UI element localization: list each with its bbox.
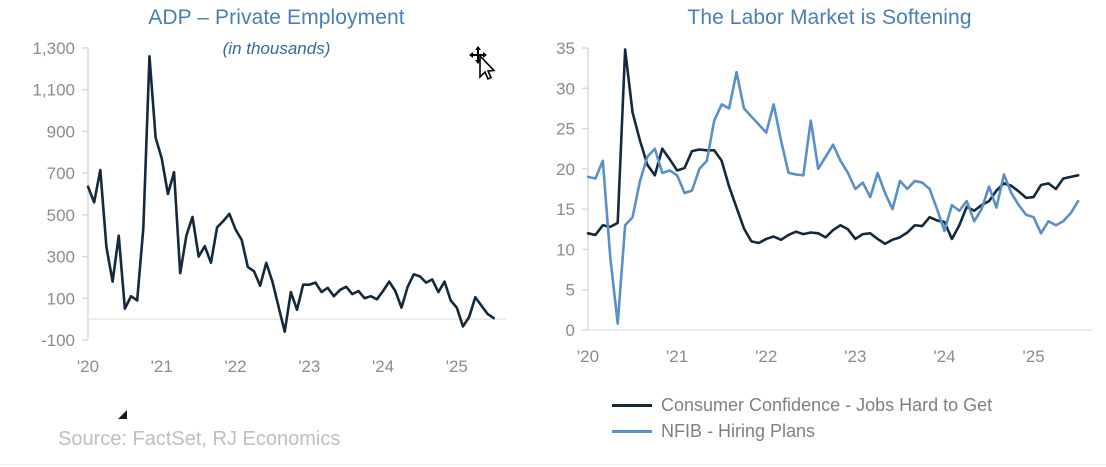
legend-color-swatch <box>612 429 652 433</box>
y-axis-tick-label: 30 <box>556 79 575 98</box>
series-line <box>586 48 1080 246</box>
x-axis-tick-label: '22 <box>755 347 777 366</box>
x-axis-tick-label: '25 <box>1023 347 1045 366</box>
legend-label: Consumer Confidence - Jobs Hard to Get <box>661 394 993 415</box>
right-chart-plot: 0 5 10 15 20 25 30 35 '20 '21 '22 '23 '24 '25 <box>556 39 1093 366</box>
legend-color-swatch <box>612 403 652 407</box>
x-axis-tick-label: '23 <box>298 357 320 376</box>
x-axis-tick-label: '21 <box>151 357 173 376</box>
source-note: Source: FactSet, RJ Economics <box>58 428 341 450</box>
left-chart-subtitle: (in thousands) <box>222 39 331 58</box>
legend-label: NFIB - Hiring Plans <box>661 420 816 441</box>
right-chart-title: The Labor Market is Softening <box>687 6 972 29</box>
x-axis-tick-label: '23 <box>844 347 866 366</box>
legend-item[interactable]: NFIB - Hiring Plans <box>612 418 1072 444</box>
y-axis-tick-label: 700 <box>47 164 75 183</box>
y-axis-tick-label: 15 <box>556 200 575 219</box>
y-axis-tick-label: 500 <box>47 206 75 225</box>
y-axis-tick-label: 900 <box>47 122 75 141</box>
x-axis-tick-label: '20 <box>577 347 599 366</box>
x-axis-tick-label: '24 <box>372 357 394 376</box>
y-axis-tick-label: 1,100 <box>32 81 75 100</box>
y-axis-tick-label: -100 <box>41 331 75 350</box>
left-chart-title: ADP – Private Employment <box>148 6 405 29</box>
y-axis-tick-label: 0 <box>566 321 575 340</box>
legend-item[interactable]: Consumer Confidence - Jobs Hard to Get <box>612 392 1072 418</box>
chart-panel-right[interactable]: The Labor Market is Softening 0 5 10 15 20 25… <box>553 0 1106 467</box>
chart-panel-left[interactable]: ADP – Private Employment (in thousands) … <box>0 0 553 467</box>
series-line <box>586 70 1080 325</box>
y-axis-tick-label: 5 <box>566 281 575 300</box>
x-axis-tick-label: '22 <box>224 357 246 376</box>
series-line <box>86 55 496 333</box>
y-axis-tick-label: 35 <box>556 39 575 58</box>
bottom-divider <box>0 464 1106 465</box>
resize-handle-icon[interactable] <box>116 409 127 420</box>
y-axis-tick-label: 10 <box>556 240 575 259</box>
y-axis-tick-label: 300 <box>47 248 75 267</box>
y-axis-tick-label: 100 <box>47 289 75 308</box>
y-axis-tick-label: 1,300 <box>32 39 75 58</box>
x-axis-tick-label: '24 <box>933 347 955 366</box>
x-axis-tick-label: '21 <box>666 347 688 366</box>
x-axis-tick-label: '20 <box>77 357 99 376</box>
left-chart-plot: -100 100 300 500 700 900 1,100 1,300 '20 '21 '22 '2… <box>32 39 506 376</box>
x-axis-tick-label: '25 <box>446 357 468 376</box>
right-chart-legend: Consumer Confidence - Jobs Hard to Get NF… <box>612 392 1072 444</box>
y-axis-tick-label: 25 <box>556 120 575 139</box>
y-axis-tick-label: 20 <box>556 160 575 179</box>
